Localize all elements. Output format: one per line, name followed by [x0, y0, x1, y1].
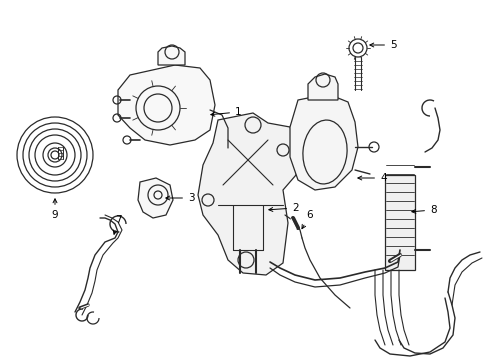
- Polygon shape: [198, 113, 297, 275]
- Polygon shape: [118, 65, 215, 145]
- Text: 3: 3: [165, 193, 194, 203]
- Polygon shape: [138, 178, 173, 218]
- Text: 8: 8: [411, 205, 436, 215]
- Text: 7: 7: [113, 215, 121, 234]
- Text: 2: 2: [268, 203, 298, 213]
- Bar: [384, 175, 414, 270]
- Polygon shape: [307, 74, 337, 100]
- Text: 6: 6: [302, 210, 313, 229]
- Text: 4: 4: [357, 173, 386, 183]
- Polygon shape: [289, 94, 357, 190]
- Polygon shape: [158, 46, 184, 65]
- Text: 5: 5: [369, 40, 396, 50]
- Text: 1: 1: [210, 107, 241, 117]
- Text: 9: 9: [52, 199, 58, 220]
